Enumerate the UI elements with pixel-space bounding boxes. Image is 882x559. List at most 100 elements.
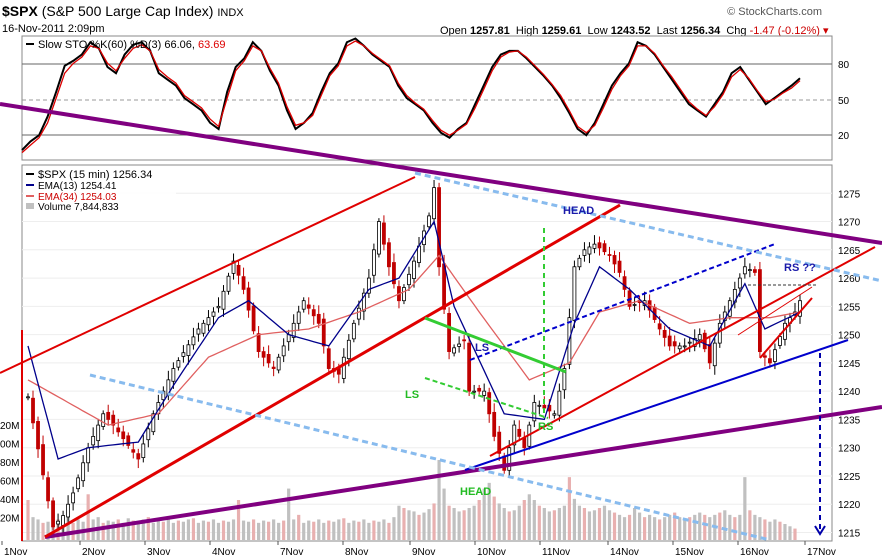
symbol: $SPX xyxy=(2,3,38,19)
volume-bar xyxy=(86,494,90,540)
candle-body xyxy=(71,492,76,504)
volume-bar xyxy=(783,524,787,540)
volume-bar xyxy=(597,508,602,540)
candle-body xyxy=(161,390,166,401)
candle-body xyxy=(677,345,682,350)
volume-bar xyxy=(718,512,722,540)
volume-bar xyxy=(307,520,311,540)
high-value: 1259.61 xyxy=(541,25,582,37)
candle-body xyxy=(763,355,767,358)
candle-body xyxy=(96,424,101,442)
green-dashed-line xyxy=(424,377,549,419)
volume-bar xyxy=(352,520,356,540)
stoch-tick-20: 20 xyxy=(838,131,850,142)
purple-lower-trendline xyxy=(44,405,882,539)
candle-body xyxy=(181,352,186,357)
volume-legend-swatch xyxy=(26,203,34,209)
header-title-row: $SPX (S&P 500 Large Cap Index) INDX xyxy=(2,3,244,19)
candle-body xyxy=(371,249,376,276)
price-tick-label: 1220 xyxy=(838,500,861,511)
down-arrow-icon: ▾ xyxy=(822,25,829,37)
volume-bar xyxy=(327,520,331,540)
candle-body xyxy=(572,266,577,321)
volume-bar xyxy=(658,519,662,540)
volume-tick-label: 80M xyxy=(0,458,19,469)
candle-body xyxy=(306,304,311,309)
candle-body xyxy=(798,300,802,317)
candle-body xyxy=(136,453,141,460)
volume-bar xyxy=(287,488,291,540)
candle-body xyxy=(597,242,602,249)
volume-bar xyxy=(342,518,346,540)
stoch-series-group xyxy=(21,37,801,154)
candle-body xyxy=(697,334,702,341)
volume-bar xyxy=(502,508,506,540)
volume-bar xyxy=(66,514,70,540)
dotted-lower-channel xyxy=(89,373,771,542)
volume-bar xyxy=(362,519,366,540)
candle-body xyxy=(632,304,637,306)
volume-bar xyxy=(592,510,597,540)
volume-bar xyxy=(417,514,421,540)
price-tick-label: 1240 xyxy=(838,387,861,398)
candle-body xyxy=(131,449,136,453)
candle-body xyxy=(512,424,517,446)
volume-bar xyxy=(668,514,672,540)
volume-bar xyxy=(768,521,772,540)
volume-bar xyxy=(572,498,577,540)
volume-bar xyxy=(537,505,541,540)
red-wedge-lower xyxy=(737,286,813,336)
volume-bar xyxy=(703,514,707,540)
date-tick-label: 15Nov xyxy=(675,547,704,558)
stoch-legend-label: Slow STO %K(60) %D(3) xyxy=(38,39,161,51)
stoch-tick-80: 80 xyxy=(838,60,850,71)
volume-bar xyxy=(211,519,216,540)
price-tick-label: 1265 xyxy=(838,246,861,257)
candle-body xyxy=(351,322,356,340)
date-tick-label: 9Nov xyxy=(412,547,435,558)
date-tick-label: 2Nov xyxy=(82,547,105,558)
candle-body xyxy=(126,435,131,446)
volume-bar xyxy=(156,520,160,540)
candle-body xyxy=(487,392,492,415)
last-label: Last xyxy=(656,25,678,37)
volume-bar xyxy=(216,522,221,540)
date-tick-label: 14Nov xyxy=(610,547,639,558)
candle-body xyxy=(186,344,191,356)
candle-body xyxy=(341,356,346,379)
price-tick-label: 1235 xyxy=(838,415,861,426)
chg-value: -1.47 (-0.12%) xyxy=(749,25,820,37)
candle-body xyxy=(522,437,527,449)
candle-body xyxy=(617,260,622,273)
volume-bar xyxy=(241,520,246,540)
volume-bar xyxy=(447,505,451,540)
candle-body xyxy=(231,260,236,274)
candle-body xyxy=(41,444,45,476)
price-tick-label: 1275 xyxy=(838,189,861,200)
candle-body xyxy=(532,402,537,422)
price-tick-label: 1215 xyxy=(838,529,861,540)
candle-body xyxy=(612,255,617,265)
stockcharts-brand: © StockCharts.com xyxy=(727,6,822,18)
candle-body xyxy=(81,462,86,482)
ohlc-readout: Open 1257.81 High 1259.61 Low 1243.52 La… xyxy=(440,24,829,37)
candle-body xyxy=(557,390,562,416)
label-rs-blue: RS ?? xyxy=(784,262,816,274)
volume-bar xyxy=(627,514,632,540)
volume-tick-label: 60M xyxy=(0,477,19,488)
candle-body xyxy=(201,322,206,334)
volume-bar xyxy=(542,508,546,540)
label-head-blue: HEAD xyxy=(563,205,594,217)
open-value: 1257.81 xyxy=(469,25,510,37)
volume-bar xyxy=(482,488,486,540)
volume-bar xyxy=(206,521,211,540)
volume-bar xyxy=(277,522,281,540)
volume-tick-label: 00M xyxy=(0,440,19,451)
candle-body xyxy=(266,354,271,364)
candle-body xyxy=(492,411,497,437)
candle-body xyxy=(26,396,30,399)
high-label: High xyxy=(515,25,539,37)
volume-bar xyxy=(332,521,336,540)
volume-bar xyxy=(507,511,511,540)
